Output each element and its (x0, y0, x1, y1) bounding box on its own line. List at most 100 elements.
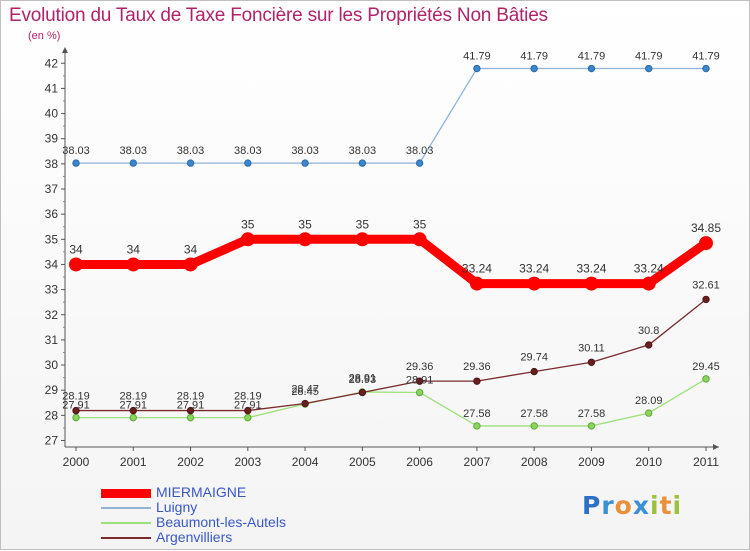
x-tick-label: 2005 (349, 455, 376, 469)
x-tick-label: 2011 (693, 455, 719, 469)
data-point-argenvilliers (186, 406, 195, 415)
y-axis-arrow (62, 47, 68, 53)
data-point-luigny (530, 64, 538, 73)
data-label-luigny: 38.03 (291, 145, 319, 157)
y-tick-label: 33 (45, 283, 59, 297)
data-point-beaumont-les-autels (72, 413, 80, 422)
data-label-argenvilliers: 29.36 (406, 361, 434, 373)
data-label-miermaigne: 35 (413, 217, 427, 231)
data-point-argenvilliers (358, 388, 367, 397)
data-point-argenvilliers (415, 377, 424, 385)
data-label-beaumont-les-autels: 27.91 (234, 400, 262, 412)
data-label-luigny: 41.79 (635, 51, 663, 63)
series-points (69, 64, 713, 430)
x-tick-label: 2008 (521, 455, 548, 469)
y-tick-label: 27 (45, 434, 59, 448)
x-tick-label: 2010 (635, 455, 662, 469)
data-label-miermaigne: 35 (241, 217, 255, 231)
legend-swatch-beaumont-les-autels (101, 522, 151, 524)
x-tick-label: 2004 (292, 455, 319, 469)
y-tick-label: 41 (45, 81, 59, 95)
x-axis-arrow (713, 444, 719, 450)
data-label-miermaigne: 33.24 (576, 262, 606, 276)
data-label-argenvilliers: 28.47 (291, 384, 319, 396)
data-label-argenvilliers: 29.36 (463, 361, 491, 373)
data-label-argenvilliers: 29.74 (520, 352, 548, 364)
data-point-miermaigne (183, 257, 198, 272)
series-line-beaumont-les-autels (75, 378, 707, 427)
data-label-beaumont-les-autels: 27.91 (177, 400, 205, 412)
data-label-argenvilliers: 32.61 (692, 279, 720, 291)
data-label-luigny: 38.03 (349, 145, 377, 157)
data-point-miermaigne (69, 257, 83, 272)
data-point-miermaigne (240, 232, 255, 247)
y-tick-label: 29 (45, 383, 59, 397)
data-point-luigny (702, 64, 710, 73)
data-label-argenvilliers: 28.19 (120, 391, 148, 403)
x-tick-label: 2000 (63, 455, 90, 469)
data-label-luigny: 38.03 (62, 145, 90, 157)
data-point-argenvilliers (702, 295, 710, 304)
data-label-miermaigne: 35 (356, 217, 370, 231)
data-point-beaumont-les-autels (702, 375, 710, 383)
data-label-luigny: 38.03 (406, 145, 434, 157)
data-point-argenvilliers (473, 377, 481, 385)
series-line-luigny (75, 67, 707, 164)
data-point-miermaigne (527, 276, 542, 291)
data-point-beaumont-les-autels (473, 422, 481, 430)
y-tick-label: 30 (45, 358, 59, 372)
data-point-luigny (301, 159, 309, 167)
data-point-luigny (415, 159, 424, 167)
data-label-beaumont-les-autels: 28.09 (635, 395, 663, 407)
data-label-beaumont-les-autels: 27.58 (578, 408, 606, 420)
y-tick-label: 31 (45, 333, 59, 347)
data-point-luigny (72, 159, 80, 167)
data-point-argenvilliers (244, 406, 252, 415)
x-tick-label: 2002 (177, 455, 204, 469)
data-labels: 28.19 28.19 28.19 28.19 28.47 28.91 29.36 29.36… (62, 51, 721, 420)
data-label-luigny: 38.03 (177, 145, 205, 157)
data-label-argenvilliers: 28.19 (177, 391, 205, 403)
data-point-luigny (129, 159, 137, 167)
chart-axes: 27 28 29 30 31 32 33 34 35 36 37 38 39 40 41 42 2000 2001… (45, 47, 719, 469)
data-point-argenvilliers (72, 406, 80, 415)
y-tick-label: 39 (45, 132, 59, 146)
data-label-luigny: 38.03 (234, 145, 262, 157)
data-label-luigny: 38.03 (120, 145, 148, 157)
data-label-argenvilliers: 28.19 (234, 391, 262, 403)
data-label-miermaigne: 33.24 (519, 262, 549, 276)
data-point-beaumont-les-autels (186, 413, 195, 422)
y-tick-label: 35 (45, 232, 59, 246)
data-point-miermaigne (641, 276, 656, 291)
data-point-luigny (244, 159, 252, 167)
data-label-miermaigne: 34 (184, 242, 198, 256)
data-label-beaumont-les-autels: 28.45 (291, 386, 319, 398)
data-label-luigny: 41.79 (692, 51, 720, 63)
legend-label-luigny: Luigny (156, 499, 198, 515)
data-point-miermaigne (126, 257, 141, 272)
data-label-argenvilliers: 28.91 (349, 372, 377, 384)
data-label-miermaigne: 34 (127, 242, 141, 256)
series-line-argenvilliers (75, 298, 707, 412)
data-label-argenvilliers: 30.8 (638, 325, 659, 337)
y-tick-label: 38 (45, 157, 59, 171)
chart-title: Evolution du Taux de Taxe Foncière sur l… (9, 5, 548, 26)
data-label-beaumont-les-autels: 28.93 (349, 374, 377, 386)
legend-swatch-argenvilliers (101, 537, 151, 539)
data-point-luigny (186, 159, 195, 167)
legend-label-argenvilliers: Argenvilliers (156, 529, 233, 545)
data-label-miermaigne: 34.85 (691, 221, 721, 235)
data-label-miermaigne: 33.24 (634, 262, 664, 276)
data-point-luigny (473, 64, 481, 73)
y-tick-label: 28 (45, 408, 59, 422)
data-point-beaumont-les-autels (530, 422, 538, 430)
legend-swatch-luigny (101, 507, 151, 509)
data-label-argenvilliers: 28.19 (62, 391, 90, 403)
data-label-beaumont-les-autels: 27.91 (62, 400, 90, 412)
proxiti-logo: Proxiti (582, 491, 683, 520)
data-point-beaumont-les-autels (244, 413, 252, 422)
y-tick-label: 34 (45, 257, 59, 271)
data-label-beaumont-les-autels: 27.58 (463, 408, 491, 420)
data-point-miermaigne (469, 276, 484, 291)
